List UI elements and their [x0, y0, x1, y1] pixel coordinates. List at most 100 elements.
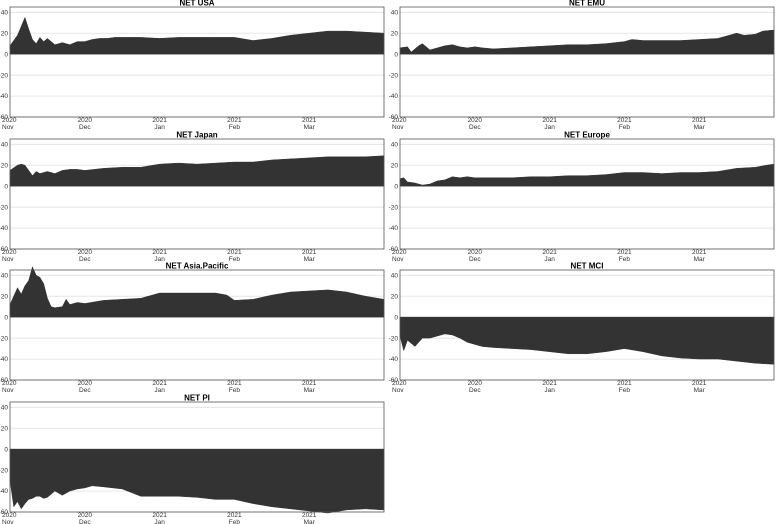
panel-frame: [9, 401, 385, 513]
x-tick-month: Nov: [2, 519, 14, 524]
panel-1: 40200-20-40-602020Nov2020Dec2021Jan2021F…: [389, 0, 775, 131]
x-tick-year: 2021: [302, 512, 317, 519]
panel-title: NET USA: [179, 0, 214, 8]
y-tick-label: -60: [0, 509, 8, 516]
y-tick-label: 40: [391, 272, 399, 279]
panel-4: 40200-20-40-602020Nov2020Dec2021Jan2021F…: [0, 262, 385, 394]
y-tick-label: 0: [4, 51, 8, 58]
x-tick-year: 2021: [302, 249, 317, 256]
x-tick-month: Nov: [2, 256, 14, 263]
panel-title: NET MCI: [571, 262, 604, 271]
y-tick-label: 0: [4, 446, 8, 453]
x-tick-month: Jan: [544, 256, 555, 263]
x-tick-month: Mar: [694, 256, 706, 263]
y-tick-label: 40: [391, 141, 399, 148]
panel-3: 40200-20-40-602020Nov2020Dec2021Jan2021F…: [389, 131, 775, 263]
y-tick-label: 40: [1, 9, 9, 16]
y-tick-label: -60: [0, 114, 8, 121]
y-tick-label: 20: [1, 293, 9, 300]
x-tick-year: 2021: [227, 512, 242, 519]
y-tick-label: -40: [0, 488, 8, 495]
y-tick-label: -20: [0, 335, 8, 342]
x-tick-month: Dec: [79, 387, 91, 394]
x-tick-year: 2021: [152, 117, 167, 124]
x-tick-year: 2020: [2, 512, 17, 519]
x-tick-month: Feb: [229, 387, 241, 394]
x-tick-month: Dec: [79, 256, 91, 263]
x-tick-year: 2021: [617, 249, 632, 256]
x-tick-month: Mar: [304, 519, 316, 524]
x-tick-month: Jan: [544, 387, 555, 394]
y-tick-label: 20: [391, 162, 399, 169]
x-tick-month: Feb: [619, 387, 631, 394]
y-tick-label: -60: [0, 246, 8, 253]
panel-frame: [399, 6, 775, 118]
y-tick-label: 40: [1, 272, 9, 279]
y-tick-label: -20: [0, 467, 8, 474]
x-tick-year: 2021: [227, 117, 242, 124]
x-tick-month: Mar: [694, 124, 706, 131]
x-tick-month: Feb: [229, 256, 241, 263]
panel-frame: [9, 138, 385, 250]
x-tick-year: 2021: [617, 117, 632, 124]
x-tick-year: 2021: [152, 249, 167, 256]
x-tick-year: 2020: [468, 249, 483, 256]
series-area: [9, 16, 385, 55]
y-tick-label: 40: [1, 141, 9, 148]
y-tick-label: -40: [389, 356, 399, 363]
x-tick-month: Feb: [229, 124, 241, 131]
panel-background: [400, 139, 774, 249]
x-tick-year: 2020: [78, 512, 93, 519]
y-tick-label: 20: [1, 162, 9, 169]
x-tick-year: 2021: [227, 380, 242, 387]
x-tick-year: 2020: [392, 380, 407, 387]
y-tick-label: 40: [391, 9, 399, 16]
y-tick-label: -40: [389, 93, 399, 100]
x-tick-year: 2020: [2, 117, 17, 124]
x-tick-month: Nov: [2, 387, 14, 394]
y-tick-label: 40: [1, 404, 9, 411]
panel-title: NET PI: [184, 394, 210, 403]
panel-5: 40200-20-40-602020Nov2020Dec2021Jan2021F…: [389, 262, 775, 394]
panel-title: NET Asia.Pacific: [166, 262, 229, 271]
y-tick-label: -40: [389, 225, 399, 232]
y-tick-label: -40: [0, 93, 8, 100]
x-tick-month: Jan: [544, 124, 555, 131]
x-tick-month: Feb: [229, 519, 241, 524]
x-tick-year: 2021: [692, 380, 707, 387]
x-tick-month: Feb: [619, 124, 631, 131]
y-tick-label: -20: [0, 72, 8, 79]
y-tick-label: -40: [0, 225, 8, 232]
y-tick-label: -20: [389, 72, 399, 79]
panel-6: 40200-20-40-602020Nov2020Dec2021Jan2021F…: [0, 394, 385, 524]
panel-frame: [399, 138, 775, 250]
x-tick-year: 2020: [468, 380, 483, 387]
panel-background: [10, 7, 384, 117]
y-tick-label: 0: [394, 314, 398, 321]
y-tick-label: 20: [1, 425, 9, 432]
x-tick-year: 2020: [78, 249, 93, 256]
x-tick-month: Nov: [392, 256, 404, 263]
x-tick-year: 2020: [2, 380, 17, 387]
x-tick-month: Mar: [304, 124, 316, 131]
y-tick-label: 20: [1, 30, 9, 37]
series-area: [9, 266, 385, 318]
x-tick-year: 2021: [617, 380, 632, 387]
y-tick-label: -20: [389, 335, 399, 342]
x-tick-year: 2020: [78, 117, 93, 124]
x-tick-year: 2020: [392, 249, 407, 256]
x-tick-month: Dec: [79, 519, 91, 524]
x-tick-month: Dec: [469, 387, 481, 394]
y-tick-label: 0: [394, 183, 398, 190]
x-tick-year: 2020: [2, 249, 17, 256]
series-area: [399, 29, 775, 55]
y-tick-label: -20: [389, 204, 399, 211]
y-tick-label: -20: [0, 204, 8, 211]
y-tick-label: 0: [394, 51, 398, 58]
x-tick-year: 2021: [692, 117, 707, 124]
x-tick-month: Feb: [619, 256, 631, 263]
x-tick-year: 2021: [152, 512, 167, 519]
x-tick-year: 2021: [152, 380, 167, 387]
